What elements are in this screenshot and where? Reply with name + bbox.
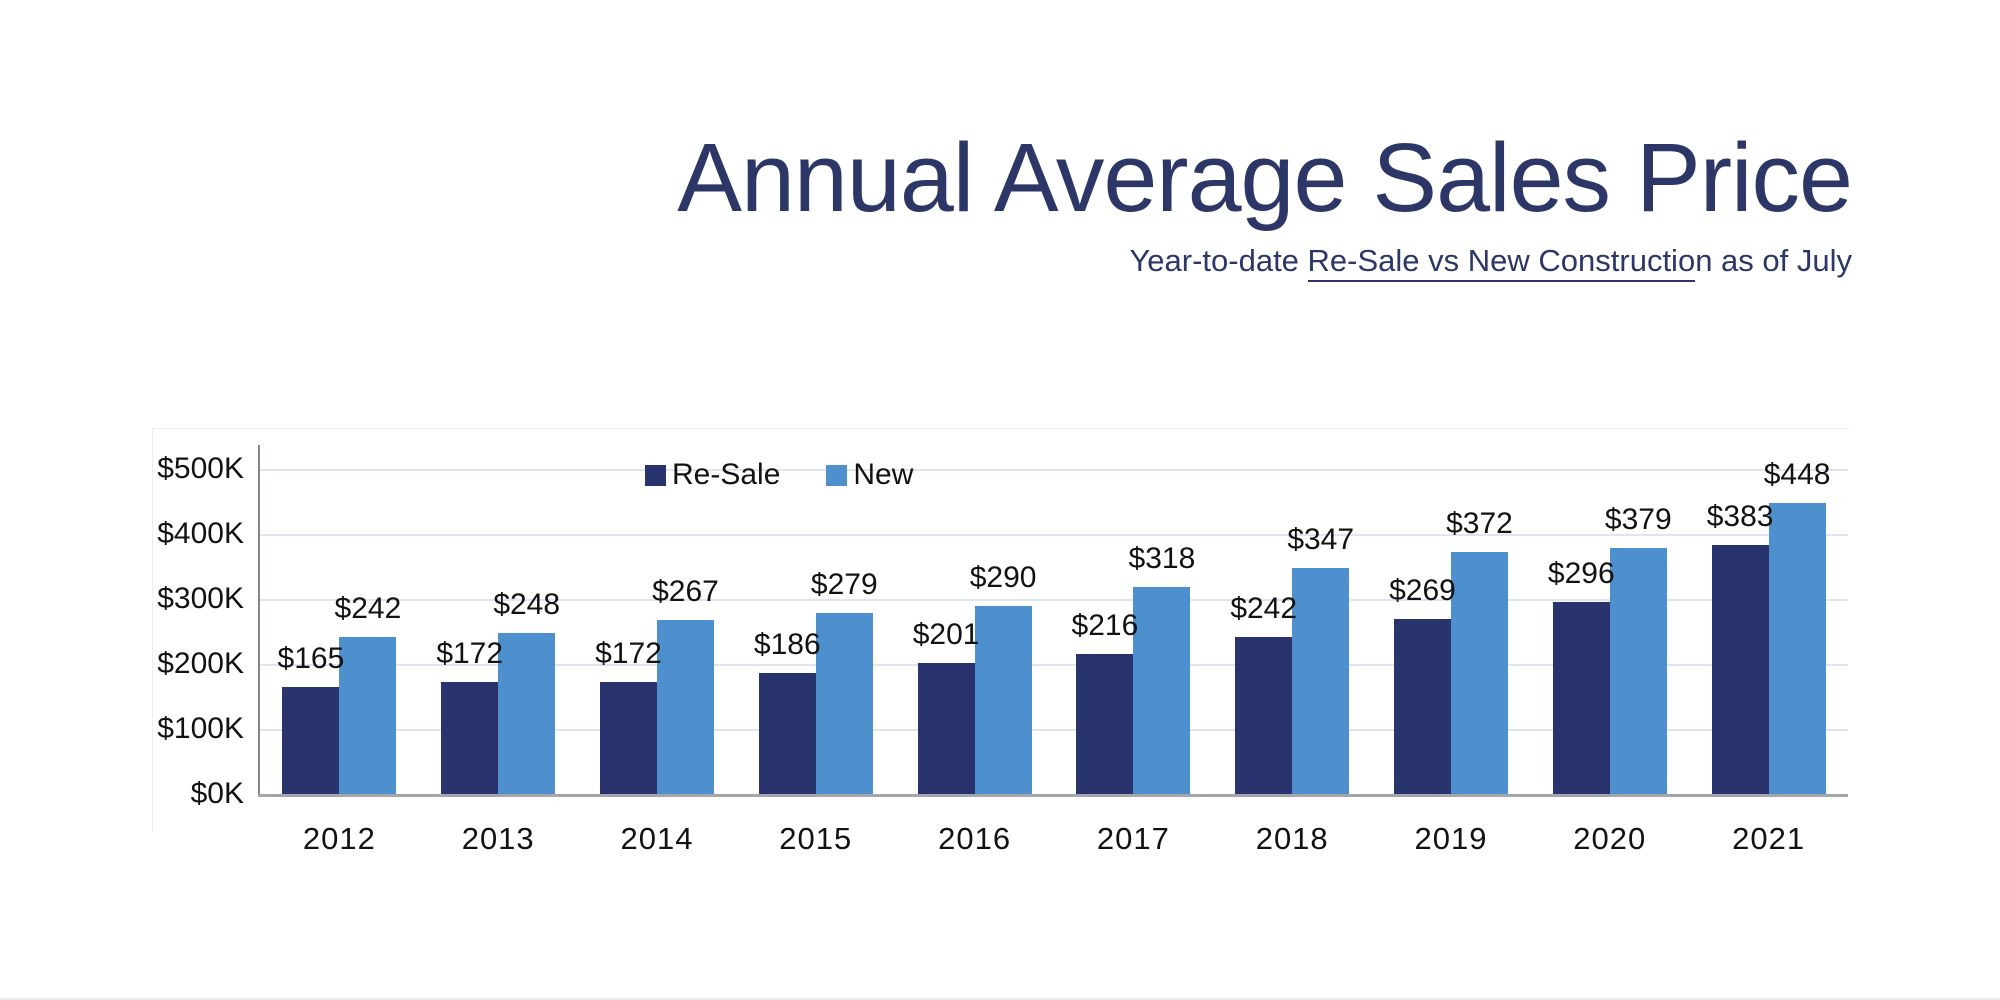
bar-label-re-sale-2012: $165 bbox=[277, 641, 345, 675]
bar-re-sale-2019 bbox=[1394, 619, 1451, 794]
bar-new-2016 bbox=[974, 605, 1032, 794]
subtitle-prefix: Year-to-date bbox=[1129, 242, 1308, 278]
gridline-100k bbox=[260, 729, 1848, 731]
bar-label-re-sale-2016: $201 bbox=[912, 618, 980, 652]
x-tick-2021: 2021 bbox=[1732, 821, 1806, 856]
bottom-divider bbox=[0, 998, 2000, 1000]
gridline-200k bbox=[260, 664, 1848, 666]
bar-label-re-sale-2015: $186 bbox=[753, 628, 821, 662]
bar-re-sale-2012 bbox=[282, 686, 340, 794]
bar-label-new-2020: $379 bbox=[1604, 502, 1672, 536]
gridline-300k bbox=[260, 599, 1848, 601]
x-tick-2014: 2014 bbox=[620, 821, 694, 856]
x-axis-line bbox=[258, 794, 1848, 797]
legend-item-new: New bbox=[826, 458, 913, 492]
title-block: Annual Average Sales Price Year-to-date … bbox=[677, 123, 1853, 282]
bar-label-re-sale-2014: $172 bbox=[595, 637, 662, 671]
gridline-500k bbox=[260, 469, 1848, 471]
x-tick-2020: 2020 bbox=[1573, 821, 1647, 856]
bar-label-re-sale-2019: $269 bbox=[1389, 574, 1456, 608]
bar-re-sale-2021 bbox=[1711, 545, 1769, 794]
x-tick-2019: 2019 bbox=[1414, 821, 1488, 856]
x-tick-2013: 2013 bbox=[461, 821, 535, 856]
x-tick-2015: 2015 bbox=[779, 821, 853, 856]
bar-label-new-2016: $290 bbox=[969, 560, 1037, 594]
bar-new-2017 bbox=[1133, 587, 1191, 794]
x-tick-2012: 2012 bbox=[302, 821, 376, 856]
bar-re-sale-2018 bbox=[1235, 636, 1293, 794]
bar-new-2018 bbox=[1292, 568, 1350, 794]
gridline-400k bbox=[260, 534, 1848, 536]
bar-new-2019 bbox=[1451, 552, 1508, 794]
y-tick-0k: $0K bbox=[190, 777, 244, 810]
bar-label-new-2021: $448 bbox=[1763, 457, 1831, 491]
bar-label-new-2015: $279 bbox=[810, 567, 878, 601]
y-tick-100k: $100K bbox=[157, 712, 244, 745]
bar-new-2020 bbox=[1609, 547, 1667, 794]
bar-label-re-sale-2020: $296 bbox=[1547, 556, 1615, 590]
bar-label-new-2013: $248 bbox=[493, 587, 561, 621]
legend-swatch-new bbox=[826, 464, 848, 486]
bar-re-sale-2020 bbox=[1552, 601, 1610, 794]
x-tick-2017: 2017 bbox=[1096, 821, 1170, 856]
subtitle-underlined-text: Re-Sale vs New Constructio bbox=[1307, 242, 1696, 282]
legend: Re-Sale New bbox=[645, 458, 913, 492]
bar-re-sale-2014 bbox=[600, 682, 657, 794]
legend-item-re-sale: Re-Sale bbox=[645, 458, 780, 492]
bar-new-2021 bbox=[1768, 502, 1826, 794]
y-axis-line bbox=[258, 445, 260, 797]
y-tick-200k: $200K bbox=[157, 647, 244, 680]
y-tick-400k: $400K bbox=[157, 517, 244, 550]
x-tick-2016: 2016 bbox=[938, 821, 1012, 856]
bar-label-re-sale-2021: $383 bbox=[1706, 500, 1774, 534]
bar-label-new-2017: $318 bbox=[1128, 542, 1196, 576]
legend-swatch-re-sale bbox=[645, 464, 666, 486]
bar-new-2015 bbox=[815, 612, 873, 794]
bar-re-sale-2016 bbox=[917, 663, 975, 794]
chart-subtitle: Year-to-date Re-Sale vs New Construction… bbox=[677, 242, 1852, 282]
bar-re-sale-2013 bbox=[441, 682, 499, 794]
bar-re-sale-2015 bbox=[758, 673, 816, 794]
bar-new-2014 bbox=[657, 620, 714, 794]
plot-area: $165 $242 $172 $248 $172 $267 $186 $279 $201 $290… bbox=[258, 445, 1848, 797]
bar-label-new-2014: $267 bbox=[652, 575, 719, 609]
y-tick-500k: $500K bbox=[157, 452, 244, 485]
bar-label-new-2018: $347 bbox=[1287, 523, 1355, 557]
subtitle-suffix: n as of July bbox=[1695, 242, 1852, 278]
bar-label-new-2019: $372 bbox=[1446, 507, 1513, 541]
bar-re-sale-2017 bbox=[1076, 653, 1134, 794]
chart-title: Annual Average Sales Price bbox=[677, 123, 1853, 232]
bar-label-re-sale-2018: $242 bbox=[1230, 591, 1298, 625]
bar-label-new-2012: $242 bbox=[334, 591, 402, 625]
bar-label-re-sale-2013: $172 bbox=[436, 637, 504, 671]
bar-label-re-sale-2017: $216 bbox=[1071, 608, 1139, 642]
bar-new-2012 bbox=[339, 636, 397, 794]
legend-label-new: New bbox=[853, 458, 914, 491]
legend-label-re-sale: Re-Sale bbox=[672, 458, 781, 491]
y-tick-300k: $300K bbox=[157, 582, 244, 615]
bar-new-2013 bbox=[498, 632, 556, 794]
x-tick-2018: 2018 bbox=[1255, 821, 1329, 856]
